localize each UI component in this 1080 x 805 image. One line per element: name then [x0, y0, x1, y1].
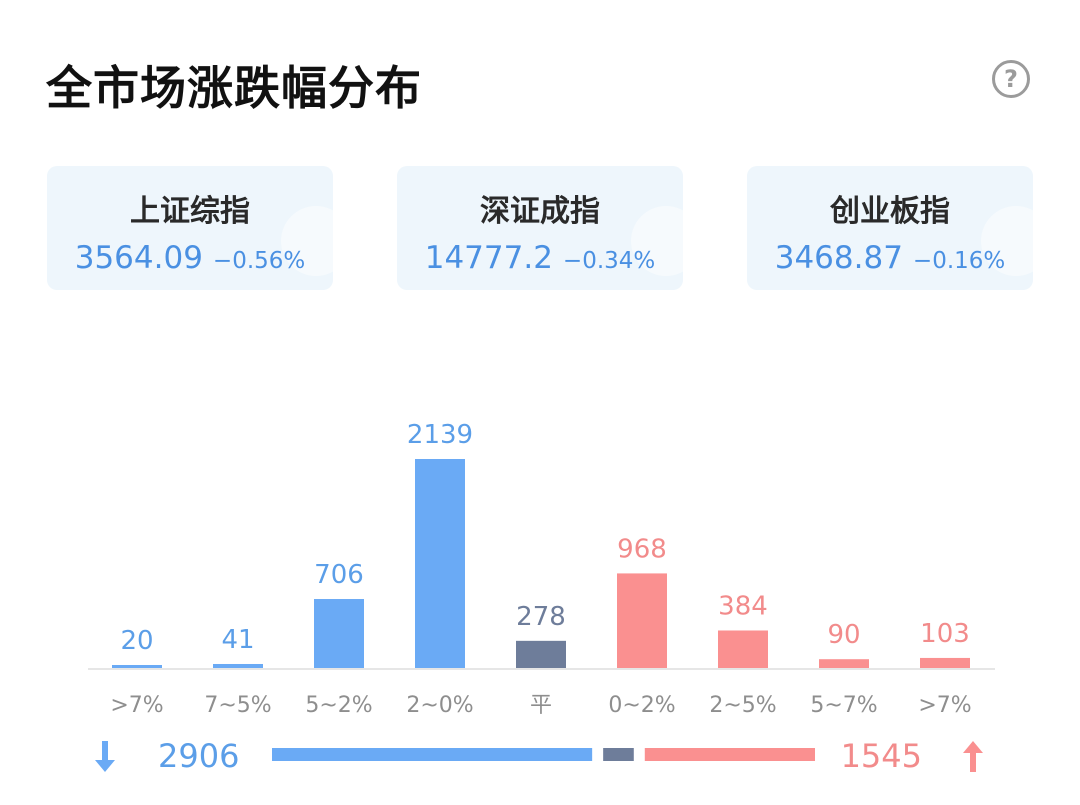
data-label-8: 103	[920, 619, 970, 649]
bar-3	[415, 459, 465, 668]
tick-label-3: 2~0%	[406, 693, 473, 718]
bar-1	[213, 663, 263, 668]
bar-7	[819, 659, 869, 668]
index-name: 深证成指	[480, 194, 600, 229]
down-count: 2906	[158, 737, 239, 775]
data-label-1: 41	[221, 625, 254, 655]
index-price: 3564.09	[74, 240, 203, 276]
card-decoration	[981, 206, 1033, 276]
flat-ratio-bar	[603, 748, 634, 761]
index-card-chinext[interactable]: 创业板指 3468.87 −0.16%	[747, 166, 1033, 290]
tick-label-1: 7~5%	[204, 693, 271, 718]
tick-label-8: >7%	[918, 693, 971, 718]
down-ratio-bar	[272, 748, 593, 761]
up-arrow-icon	[963, 741, 983, 772]
tick-label-0: >7%	[110, 693, 163, 718]
bar-0	[112, 665, 162, 668]
data-label-3: 2139	[407, 420, 473, 450]
index-price: 3468.87	[774, 240, 903, 276]
index-card-shenzhen[interactable]: 深证成指 14777.2 −0.34%	[397, 166, 683, 290]
bar-4	[516, 640, 566, 668]
data-label-5: 968	[617, 534, 667, 564]
data-label-0: 20	[120, 626, 153, 656]
tick-label-7: 5~7%	[810, 693, 877, 718]
tick-label-2: 5~2%	[305, 693, 372, 718]
index-change: −0.16%	[912, 248, 1006, 274]
page-title: 全市场涨跌幅分布	[46, 61, 422, 115]
tick-label-5: 0~2%	[608, 693, 675, 718]
data-label-4: 278	[516, 602, 566, 632]
help-icon[interactable]: ?	[992, 60, 1030, 98]
index-change: −0.56%	[212, 248, 306, 274]
card-decoration	[631, 206, 683, 276]
up-ratio-bar	[644, 748, 815, 761]
bar-6	[718, 630, 768, 668]
up-count: 1545	[841, 737, 922, 775]
bar-5	[617, 573, 667, 668]
bar-2	[314, 599, 364, 668]
down-arrow-icon	[95, 741, 115, 772]
index-price: 14777.2	[424, 240, 553, 276]
bar-8	[920, 657, 970, 668]
data-label-2: 706	[314, 560, 364, 590]
data-label-6: 384	[718, 591, 768, 621]
index-name: 上证综指	[130, 194, 250, 229]
card-decoration	[281, 206, 333, 276]
index-change: −0.34%	[562, 248, 656, 274]
index-name: 创业板指	[830, 194, 950, 229]
index-cards: 上证综指 3564.09 −0.56% 深证成指 14777.2 −0.34% 创业…	[47, 166, 1033, 290]
index-card-shanghai[interactable]: 上证综指 3564.09 −0.56%	[47, 166, 333, 290]
data-label-7: 90	[827, 620, 860, 650]
tick-label-6: 2~5%	[709, 693, 776, 718]
tick-label-4: 平	[530, 693, 552, 718]
